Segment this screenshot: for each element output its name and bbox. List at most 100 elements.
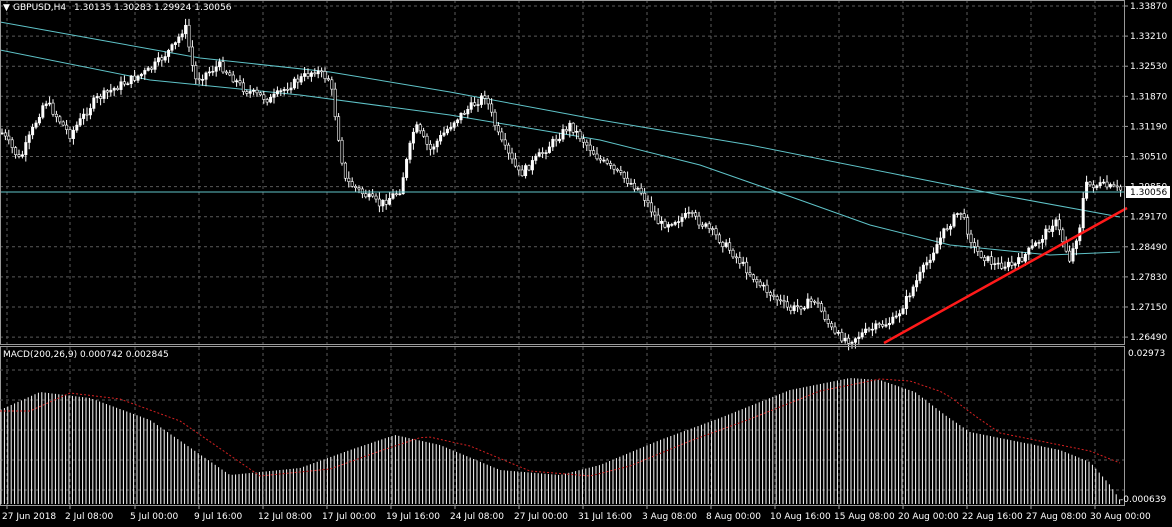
candle-body (190, 46, 194, 66)
candle-body (758, 281, 762, 287)
candle-body (160, 57, 164, 61)
candle-body (847, 337, 851, 344)
candle-body (918, 271, 922, 281)
candle-body (201, 79, 205, 81)
candle-body (435, 140, 439, 148)
candle-body (554, 138, 558, 142)
price-grid (0, 0, 1124, 345)
candle-body (687, 212, 691, 214)
candle-body (541, 152, 545, 154)
time-axis: 27 Jun 2018 2 Jul 08:00 5 Jul 00:00 9 Jul 1… (2, 505, 1151, 522)
candle-body (374, 195, 378, 200)
candle-body (823, 310, 827, 320)
candle-body (677, 221, 681, 223)
candle-body (527, 165, 531, 171)
candle-body (493, 111, 497, 127)
candle-body (602, 159, 606, 162)
candle-body (214, 66, 218, 72)
candle-body (398, 193, 402, 196)
candlesticks (0, 18, 1123, 351)
candle-body (153, 61, 157, 70)
candle-body (877, 323, 881, 326)
candle-body (833, 326, 837, 334)
candle-body (279, 90, 283, 92)
candle-body (54, 113, 58, 118)
candle-body (37, 117, 41, 124)
candle-body (874, 323, 878, 330)
candle-body (928, 259, 932, 263)
candle-body (643, 192, 647, 201)
candle-body (357, 187, 361, 190)
candle-body (1017, 257, 1021, 265)
candle-body (972, 242, 976, 247)
candle-body (911, 286, 915, 297)
candle-body (65, 124, 69, 130)
trend-line[interactable] (883, 206, 1128, 345)
candle-body (1051, 225, 1055, 232)
candle-body (850, 342, 854, 344)
candle-body (428, 144, 432, 150)
candle-body (299, 76, 303, 83)
candle-body (1020, 257, 1024, 262)
candle-body (1040, 238, 1044, 243)
price-axis: 1.33870 1.33210 1.32530 1.31870 1.31190 1.305… (1124, 2, 1167, 343)
candle-body (955, 213, 959, 215)
candle-body (789, 306, 793, 311)
candle-body (20, 154, 24, 157)
time-tick-label: 17 Jul 00:00 (322, 512, 376, 522)
candle-body (1013, 263, 1017, 266)
candle-body (150, 67, 154, 70)
candle-body (309, 72, 313, 77)
candle-body (524, 165, 528, 177)
candle-body (1115, 185, 1119, 188)
candle-body (456, 119, 460, 124)
candle-body (925, 262, 929, 266)
price-tick-label: 1.27830 (1130, 273, 1167, 283)
candle-body (670, 224, 674, 226)
candle-body (306, 73, 310, 77)
candle-body (680, 217, 684, 222)
candle-body (738, 257, 742, 264)
price-tick-label: 1.33210 (1130, 32, 1167, 42)
candle-body (476, 104, 480, 106)
candle-body (235, 80, 239, 83)
candle-body (469, 102, 473, 110)
candle-body (187, 24, 191, 48)
macd-grid (0, 347, 1124, 505)
candle-body (731, 249, 735, 258)
candle-body (146, 67, 150, 71)
candle-body (588, 144, 592, 151)
candle-body (1068, 250, 1072, 262)
price-tick-label: 1.26490 (1130, 333, 1167, 343)
candle-body (170, 44, 174, 51)
candle-body (371, 193, 375, 197)
candle-body (156, 57, 160, 63)
candle-body (490, 103, 494, 113)
candle-body (714, 228, 718, 236)
candle-body (275, 90, 279, 95)
candle-body (1108, 184, 1112, 188)
window-menu-arrow[interactable]: ▼ (3, 3, 10, 13)
candle-body (119, 81, 123, 90)
candle-body (969, 233, 973, 243)
candle-body (503, 139, 507, 146)
candle-body (993, 263, 997, 265)
candle-body (908, 295, 912, 298)
candle-body (748, 272, 752, 276)
price-panel-frame (0, 0, 1125, 345)
price-tick-label: 1.29170 (1130, 213, 1167, 223)
chart-ohlc: 1.30135 1.30283 1.29924 1.30056 (74, 3, 232, 13)
moving-average-slow (0, 21, 1121, 218)
time-tick-label: 24 Jul 08:00 (450, 512, 504, 522)
candle-body (796, 305, 800, 308)
candle-body (510, 152, 514, 160)
candle-body (51, 102, 55, 115)
time-tick-label: 27 Aug 08:00 (1026, 512, 1087, 522)
candle-body (323, 71, 327, 79)
candle-body (44, 103, 48, 106)
candle-body (632, 182, 636, 190)
candle-body (983, 257, 987, 261)
candle-body (1044, 228, 1048, 240)
